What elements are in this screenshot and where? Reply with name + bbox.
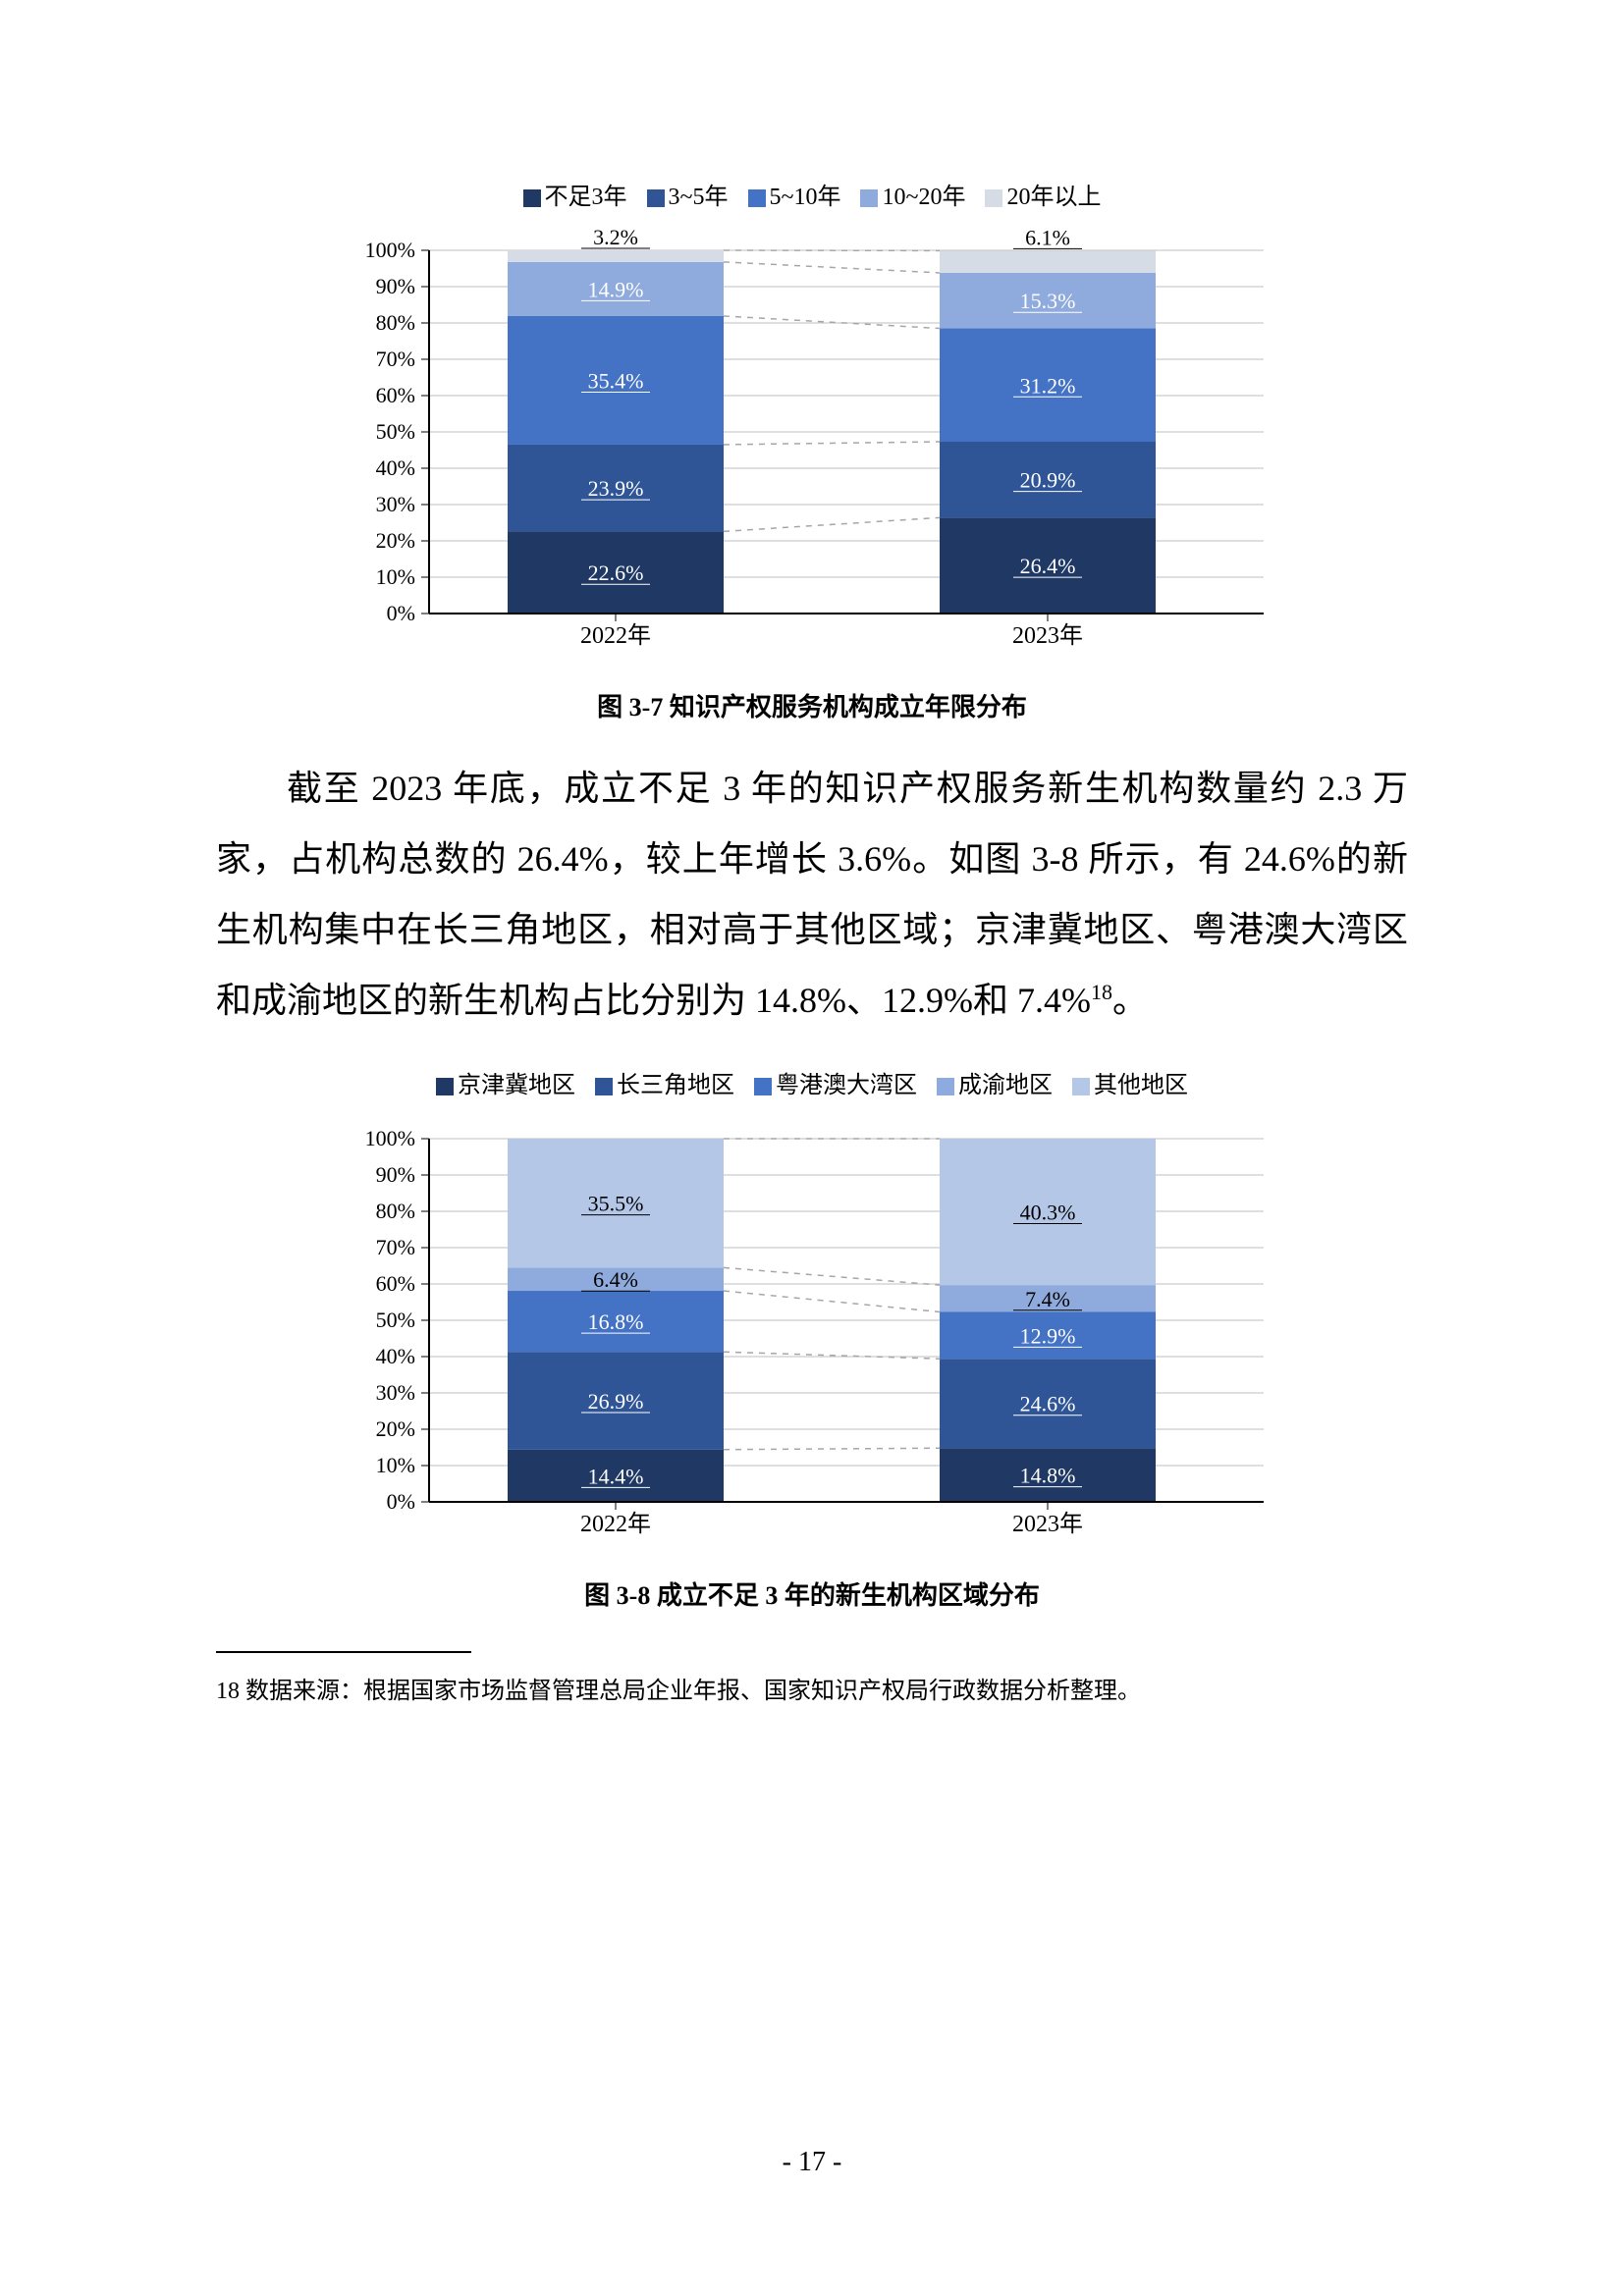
page-number: - 17 - xyxy=(0,2147,1624,2178)
legend-label: 其他地区 xyxy=(1094,1073,1188,1098)
legend-label: 成渝地区 xyxy=(958,1073,1053,1098)
legend-item: 粤港澳大湾区 xyxy=(754,1065,917,1099)
legend-swatch xyxy=(647,189,665,207)
legend-swatch xyxy=(985,189,1002,207)
paragraph-1-sup: 18 xyxy=(1091,980,1112,1004)
legend-label: 3~5年 xyxy=(669,185,729,210)
legend-label: 10~20年 xyxy=(882,185,965,210)
legend-item: 长三角地区 xyxy=(595,1065,734,1099)
legend-label: 粤港澳大湾区 xyxy=(776,1073,917,1098)
chart-2-legend: 京津冀地区 长三角地区 粤港澳大湾区 成渝地区 其他地区 xyxy=(321,1065,1303,1099)
paragraph-1-text: 截至 2023 年底，成立不足 3 年的知识产权服务新生机构数量约 2.3 万家… xyxy=(216,769,1408,1020)
segment-label: 3.2% xyxy=(593,225,638,249)
svg-text:100%: 100% xyxy=(365,1126,415,1150)
chart-2: 京津冀地区 长三角地区 粤港澳大湾区 成渝地区 其他地区 0% 10% 20% 30% 40% 5… xyxy=(321,1065,1303,1612)
legend-swatch xyxy=(748,189,766,207)
svg-text:70%: 70% xyxy=(376,347,415,371)
segment-label: 35.5% xyxy=(588,1192,644,1216)
svg-text:60%: 60% xyxy=(376,1271,415,1296)
segment-label: 40.3% xyxy=(1020,1201,1076,1225)
legend-item: 不足3年 xyxy=(523,177,627,211)
legend-swatch xyxy=(436,1078,454,1095)
svg-text:40%: 40% xyxy=(376,1344,415,1368)
legend-swatch xyxy=(937,1078,954,1095)
segment-label: 26.4% xyxy=(1020,554,1076,578)
legend-item: 成渝地区 xyxy=(937,1065,1053,1099)
chart-1-legend: 不足3年 3~5年 5~10年 10~20年 20年以上 xyxy=(321,177,1303,211)
category-label: 2022年 xyxy=(580,1511,651,1537)
legend-swatch xyxy=(860,189,878,207)
svg-text:30%: 30% xyxy=(376,1380,415,1405)
legend-swatch xyxy=(1072,1078,1090,1095)
segment-label: 31.2% xyxy=(1020,373,1076,398)
legend-swatch xyxy=(595,1078,613,1095)
category-label: 2023年 xyxy=(1012,622,1083,649)
segment-label: 6.1% xyxy=(1025,225,1070,249)
segment-label: 26.9% xyxy=(588,1389,644,1414)
segment-label: 15.3% xyxy=(1020,289,1076,313)
chart-1-caption: 图 3-7 知识产权服务机构成立年限分布 xyxy=(321,687,1303,723)
segment-label: 6.4% xyxy=(593,1267,638,1292)
svg-text:80%: 80% xyxy=(376,310,415,335)
legend-swatch xyxy=(754,1078,772,1095)
segment-label: 20.9% xyxy=(1020,468,1076,493)
svg-text:50%: 50% xyxy=(376,1308,415,1332)
svg-text:90%: 90% xyxy=(376,1162,415,1187)
svg-text:60%: 60% xyxy=(376,383,415,407)
footnote-text: 数据来源：根据国家市场监督管理总局企业年报、国家知识产权局行政数据分析整理。 xyxy=(245,1679,1141,1704)
category-label: 2023年 xyxy=(1012,1511,1083,1537)
footnote-number: 18 xyxy=(216,1679,240,1704)
chart-1: 不足3年 3~5年 5~10年 10~20年 20年以上 0% 10% 20% 30% 40% 5… xyxy=(321,177,1303,723)
svg-text:30%: 30% xyxy=(376,492,415,516)
footnote-separator xyxy=(216,1651,471,1653)
legend-item: 10~20年 xyxy=(860,177,965,211)
svg-text:50%: 50% xyxy=(376,419,415,444)
svg-text:70%: 70% xyxy=(376,1235,415,1259)
legend-item: 20年以上 xyxy=(985,177,1101,211)
segment-label: 24.6% xyxy=(1020,1392,1076,1416)
segment-label: 35.4% xyxy=(588,368,644,393)
chart-1-svg: 0% 10% 20% 30% 40% 50% 60% 70% 80% 90% 100% 22.6% 23… xyxy=(321,221,1303,653)
svg-text:10%: 10% xyxy=(376,564,415,589)
legend-label: 5~10年 xyxy=(770,185,841,210)
legend-swatch xyxy=(523,189,541,207)
svg-text:20%: 20% xyxy=(376,528,415,553)
footnote: 18 数据来源：根据国家市场监督管理总局企业年报、国家知识产权局行政数据分析整理… xyxy=(216,1673,1408,1710)
legend-item: 其他地区 xyxy=(1072,1065,1188,1099)
page: 不足3年 3~5年 5~10年 10~20年 20年以上 0% 10% 20% 30% 40% 5… xyxy=(0,0,1624,2296)
svg-text:40%: 40% xyxy=(376,455,415,480)
bar-segment xyxy=(940,250,1156,273)
bar-segment xyxy=(508,250,724,262)
svg-text:20%: 20% xyxy=(376,1416,415,1441)
segment-label: 23.9% xyxy=(588,476,644,501)
chart-2-svg: 0% 10% 20% 30% 40% 50% 60% 70% 80% 90% 100% 14.4% 26… xyxy=(321,1109,1303,1541)
svg-text:0%: 0% xyxy=(387,601,415,625)
segment-label: 14.4% xyxy=(588,1464,644,1488)
paragraph-1-tail: 。 xyxy=(1112,981,1148,1020)
body-paragraph-1: 截至 2023 年底，成立不足 3 年的知识产权服务新生机构数量约 2.3 万家… xyxy=(216,753,1408,1036)
segment-label: 22.6% xyxy=(588,561,644,585)
legend-label: 不足3年 xyxy=(545,185,627,210)
svg-text:90%: 90% xyxy=(376,274,415,298)
segment-label: 12.9% xyxy=(1020,1323,1076,1348)
legend-item: 京津冀地区 xyxy=(436,1065,575,1099)
segment-label: 14.8% xyxy=(1020,1464,1076,1488)
legend-label: 京津冀地区 xyxy=(458,1073,575,1098)
svg-text:10%: 10% xyxy=(376,1453,415,1477)
svg-text:80%: 80% xyxy=(376,1199,415,1223)
segment-label: 16.8% xyxy=(588,1309,644,1334)
segment-label: 7.4% xyxy=(1025,1287,1070,1311)
legend-item: 5~10年 xyxy=(748,177,841,211)
legend-item: 3~5年 xyxy=(647,177,729,211)
legend-label: 长三角地区 xyxy=(617,1073,734,1098)
segment-label: 14.9% xyxy=(588,277,644,301)
svg-text:100%: 100% xyxy=(365,238,415,262)
chart-2-caption: 图 3-8 成立不足 3 年的新生机构区域分布 xyxy=(321,1575,1303,1612)
legend-label: 20年以上 xyxy=(1006,185,1101,210)
svg-text:0%: 0% xyxy=(387,1489,415,1514)
category-label: 2022年 xyxy=(580,622,651,649)
